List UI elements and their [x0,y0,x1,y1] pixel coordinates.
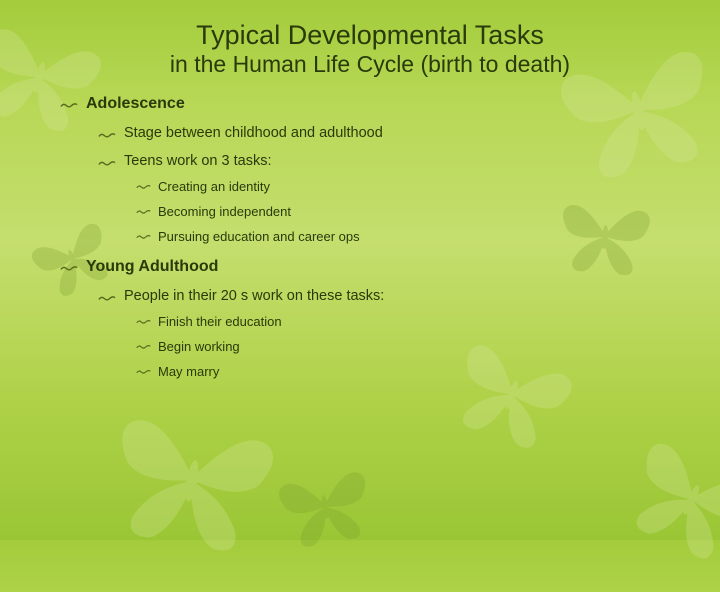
list-item: Creating an identity [136,179,680,194]
list-item: Teens work on 3 tasks: Creating an ident… [98,153,680,244]
section-adolescence: Adolescence Stage between childhood and … [60,95,680,244]
list-item: Begin working [136,339,680,354]
butterfly-decoration [267,447,383,563]
outline-list: Adolescence Stage between childhood and … [60,95,680,379]
slide-content: Typical Developmental Tasks in the Human… [0,0,720,413]
list-item: May marry [136,364,680,379]
list-item: People in their 20 s work on these tasks… [98,288,680,379]
title-main: Typical Developmental Tasks [110,20,630,51]
section-heading: Young Adulthood [86,258,218,275]
list-item: Becoming independent [136,204,680,219]
list-item: Pursuing education and career ops [136,229,680,244]
section-heading: Adolescence [86,95,185,112]
title-sub: in the Human Life Cycle (birth to death) [110,51,630,77]
butterfly-decoration [603,408,720,587]
list-item: Finish their education [136,314,680,329]
list-item: Stage between childhood and adulthood [98,125,680,141]
slide-title: Typical Developmental Tasks in the Human… [110,20,630,77]
section-young-adulthood: Young Adulthood People in their 20 s wor… [60,258,680,379]
